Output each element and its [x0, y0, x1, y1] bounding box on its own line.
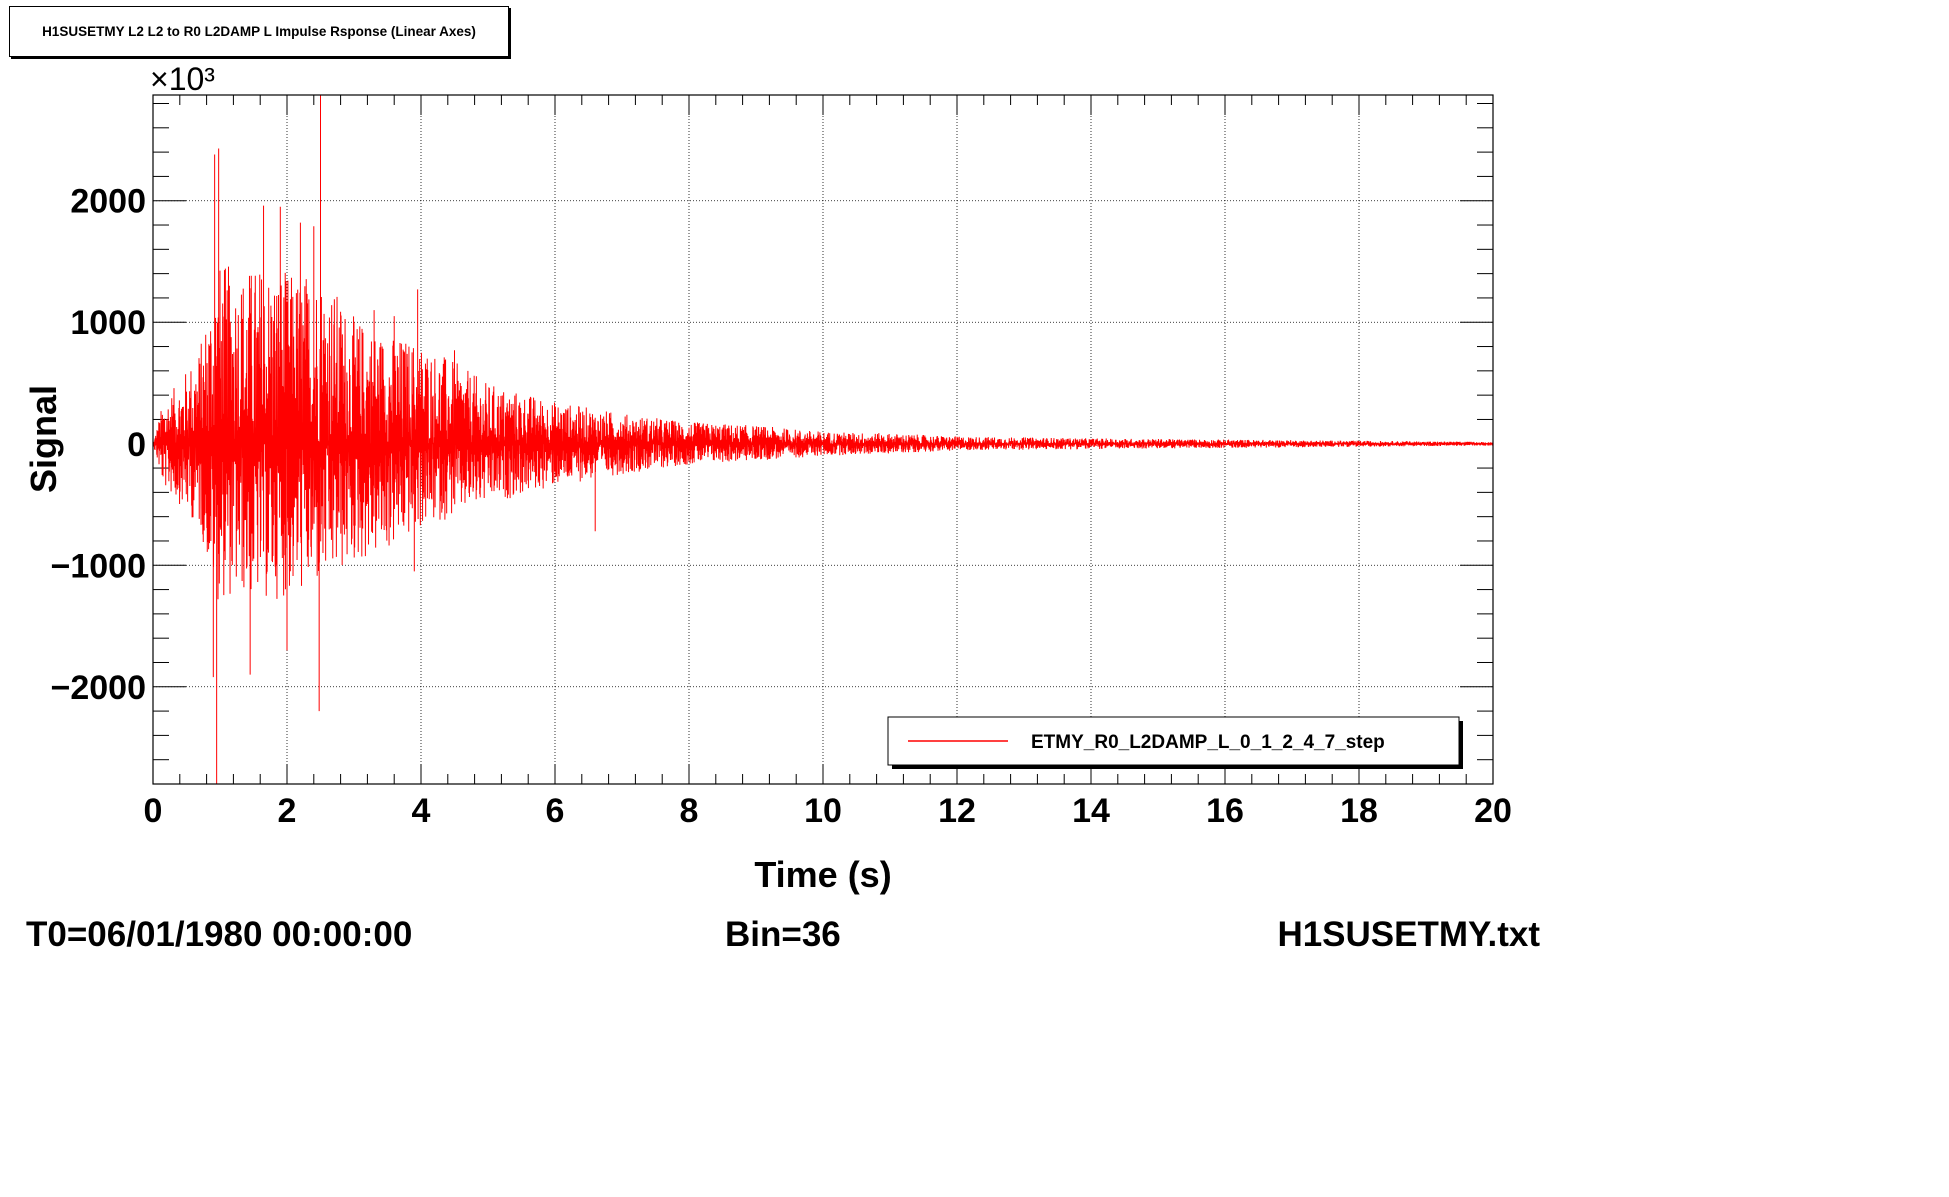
y-tick-label: 0 — [127, 426, 146, 464]
x-tick-label: 20 — [1474, 792, 1512, 830]
grid-lines — [153, 95, 1493, 784]
x-tick-label: 8 — [680, 792, 699, 830]
y-tick-labels: −2000 −1000 0 1000 2000 — [51, 183, 147, 707]
plot-frame — [152, 94, 1494, 785]
y-tick-label: 1000 — [70, 304, 146, 342]
footer-bin: Bin=36 — [725, 915, 841, 954]
signal-trace — [152, 95, 1494, 784]
x-tick-label: 14 — [1072, 792, 1110, 830]
y-tick-label: 2000 — [70, 183, 146, 221]
y-multiplier: ×10³ — [150, 61, 215, 97]
chart-title: H1SUSETMY L2 L2 to R0 L2DAMP L Impulse R… — [9, 6, 509, 57]
legend-entry-label: ETMY_R0_L2DAMP_L_0_1_2_4_7_step — [1031, 732, 1385, 753]
impulse-response-chart: 0 2 4 6 8 10 12 14 16 18 20 −2000 −1000 0 1000 2000 ×1… — [23, 61, 1512, 895]
x-tick-labels: 0 2 4 6 8 10 12 14 16 18 20 — [144, 792, 1512, 830]
x-tick-label: 6 — [546, 792, 565, 830]
x-tick-label: 4 — [412, 792, 431, 830]
x-axis-label: Time (s) — [754, 854, 891, 895]
x-tick-label: 18 — [1340, 792, 1378, 830]
x-tick-label: 10 — [804, 792, 842, 830]
footer-file: H1SUSETMY.txt — [1277, 915, 1540, 954]
x-tick-label: 2 — [278, 792, 297, 830]
x-tick-label: 12 — [938, 792, 976, 830]
x-tick-label: 0 — [144, 792, 163, 830]
y-tick-label: −1000 — [51, 547, 147, 585]
y-axis-label: Signal — [23, 385, 64, 493]
legend: ETMY_R0_L2DAMP_L_0_1_2_4_7_step — [887, 716, 1463, 769]
footer-t0: T0=06/01/1980 00:00:00 — [26, 915, 413, 954]
y-tick-label: −2000 — [51, 669, 147, 707]
x-tick-label: 16 — [1206, 792, 1244, 830]
